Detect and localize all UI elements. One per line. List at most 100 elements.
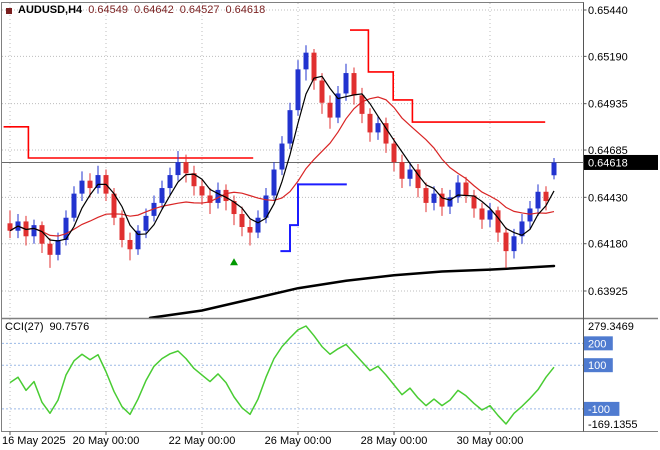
ohlc-low: 0.64527 [179, 4, 220, 16]
candle-bull [143, 215, 149, 231]
current-price-box [584, 154, 658, 170]
step-lines-layer [3, 29, 546, 253]
cci-max-label: 279.3469 [588, 321, 634, 333]
candle-bull [343, 73, 349, 94]
indicator-name: CCI(27) [5, 321, 44, 333]
cci-level-label: 100 [588, 360, 606, 372]
candle-bull [487, 210, 493, 220]
cci-level-box [584, 401, 620, 416]
candle-bear [463, 182, 469, 196]
candle-bull [175, 162, 181, 176]
candle-bear [311, 52, 317, 81]
cci-level-label: -100 [588, 404, 610, 416]
current-price-label: 0.64618 [588, 157, 628, 169]
ohlc-close: 0.64618 [225, 4, 266, 16]
price-axis: 0.65440 0.65190 0.64935 0.64685 0.64430 0.641… [583, 5, 658, 298]
candle-bear [199, 186, 205, 196]
time-axis-label: 20 May 00:00 [73, 435, 140, 447]
cci-min-label: -169.1355 [588, 419, 638, 431]
candle-bull [295, 69, 301, 111]
price-axis-label: 0.64935 [588, 99, 628, 111]
slow-ma-layer [148, 264, 556, 320]
candle-bull [407, 169, 413, 179]
candle-bear [39, 225, 45, 244]
candle-bear [7, 223, 13, 231]
candle-bull [135, 230, 141, 250]
resistance-step-line-right [350, 29, 546, 123]
candle-bull [375, 123, 381, 133]
price-axis-label: 0.64430 [588, 192, 628, 204]
candle-bull [63, 217, 69, 240]
candle-bear [191, 173, 197, 187]
candle-bear [327, 102, 333, 118]
fast-ma-line-layer [9, 75, 555, 242]
time-axis-label: 30 May 00:00 [457, 435, 524, 447]
candle-bear [359, 95, 365, 114]
candle-bull [31, 225, 37, 237]
cci-axis: 279.3469 -169.1355 200 100 -100 [584, 321, 638, 431]
resistance-step-line-left [3, 126, 254, 159]
candle-bear [127, 239, 133, 250]
cci-level-box [584, 358, 613, 373]
candle-bear [439, 193, 445, 207]
time-axis-label: 16 May 2025 [2, 435, 66, 447]
candle-bull [303, 52, 309, 70]
indicator-label: CCI(27) 90.7576 [5, 321, 89, 333]
candle-bear [415, 169, 421, 189]
cci-level-box [584, 336, 613, 351]
indicator-value: 90.7576 [49, 321, 90, 333]
candle-bear [119, 217, 125, 240]
symbol-label: AUDUSD,H4 [18, 4, 83, 16]
candle-bull [71, 193, 77, 218]
candle-bear [495, 210, 501, 233]
candle-bear [423, 188, 429, 203]
ohlc-open: 0.64549 [88, 4, 128, 16]
chart-title-overlay: AUDUSD,H4 0.64549 0.64642 0.64527 0.6461… [6, 4, 265, 17]
time-axis-label: 26 May 00:00 [265, 435, 332, 447]
price-axis-label: 0.64180 [588, 239, 628, 251]
time-axis-label: 28 May 00:00 [361, 435, 428, 447]
support-step-line [280, 183, 347, 253]
candle-bear [319, 80, 325, 103]
candle-bull [519, 221, 525, 237]
candle-bear [543, 191, 549, 202]
cci-line [9, 325, 555, 425]
candle-bull [79, 180, 85, 194]
ohlc-high: 0.64642 [133, 4, 174, 16]
slow-ma-line [148, 264, 556, 320]
candle-bear [383, 123, 389, 144]
candle-bear [87, 180, 93, 189]
candle-bear [239, 214, 245, 228]
candle-bull [255, 217, 261, 233]
candle-bull [215, 189, 221, 203]
borders-layer [1, 2, 658, 432]
candle-bull [535, 191, 541, 209]
candle-bull [551, 162, 557, 176]
cci-level-label: 200 [588, 338, 606, 350]
candle-bear [471, 195, 477, 209]
price-axis-label: 0.64685 [588, 145, 628, 157]
candle-bear [111, 193, 117, 218]
candles-layer [7, 45, 557, 268]
candle-bear [47, 243, 53, 255]
candle-bear [367, 113, 373, 133]
candle-bear [247, 227, 253, 233]
candle-bull [95, 175, 101, 189]
candle-bear [399, 162, 405, 179]
candle-bull [335, 93, 341, 118]
candle-bull [159, 188, 165, 203]
candle-bear [183, 162, 189, 174]
time-axis-label: 22 May 00:00 [169, 435, 236, 447]
candle-bull [279, 143, 285, 170]
candle-bull [511, 236, 517, 252]
price-axis-label: 0.63925 [588, 286, 628, 298]
candle-bull [527, 208, 533, 222]
candle-bull [167, 175, 173, 189]
up-arrow-marker [230, 258, 238, 266]
fast-ma-line [9, 75, 555, 242]
candle-bear [391, 143, 397, 163]
candle-bull [55, 239, 61, 255]
price-axis-label: 0.65190 [588, 51, 628, 63]
